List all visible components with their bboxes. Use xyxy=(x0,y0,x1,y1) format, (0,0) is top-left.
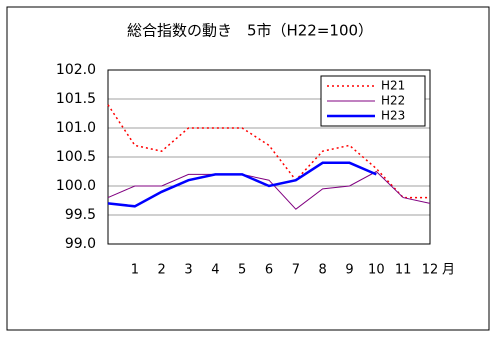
y-tick-label: 100.5 xyxy=(56,149,96,165)
x-tick-label: 2 xyxy=(158,263,166,278)
x-tick-label: 10 xyxy=(368,263,385,278)
x-tick-label: 9 xyxy=(345,263,353,278)
x-axis-label: 月 xyxy=(442,263,455,278)
plot-border xyxy=(107,69,431,245)
series-line xyxy=(107,161,377,208)
x-tick-label: 12 xyxy=(422,263,439,278)
x-tick-label: 5 xyxy=(238,263,246,278)
y-tick-label: 99.5 xyxy=(65,207,96,223)
series-line xyxy=(107,170,431,210)
y-tick-label: 99.0 xyxy=(65,236,96,252)
chart-title: 総合指数の動き 5市（H22=100） xyxy=(127,22,373,40)
legend-label: H23 xyxy=(381,109,405,123)
series-line xyxy=(107,104,430,199)
legend-label: H22 xyxy=(381,94,405,108)
x-tick-label: 3 xyxy=(184,263,192,278)
y-tick-label: 100.0 xyxy=(56,178,96,194)
y-tick-label: 102.0 xyxy=(56,62,96,78)
x-tick-label: 11 xyxy=(395,263,412,278)
x-tick-label: 6 xyxy=(265,263,273,278)
y-tick-label: 101.0 xyxy=(56,120,96,136)
x-tick-label: 7 xyxy=(292,263,300,278)
x-tick-label: 8 xyxy=(319,263,327,278)
x-tick-label: 4 xyxy=(211,263,219,278)
x-tick-label: 1 xyxy=(131,263,139,278)
y-tick-label: 101.5 xyxy=(56,91,96,107)
legend-label: H21 xyxy=(381,79,405,93)
